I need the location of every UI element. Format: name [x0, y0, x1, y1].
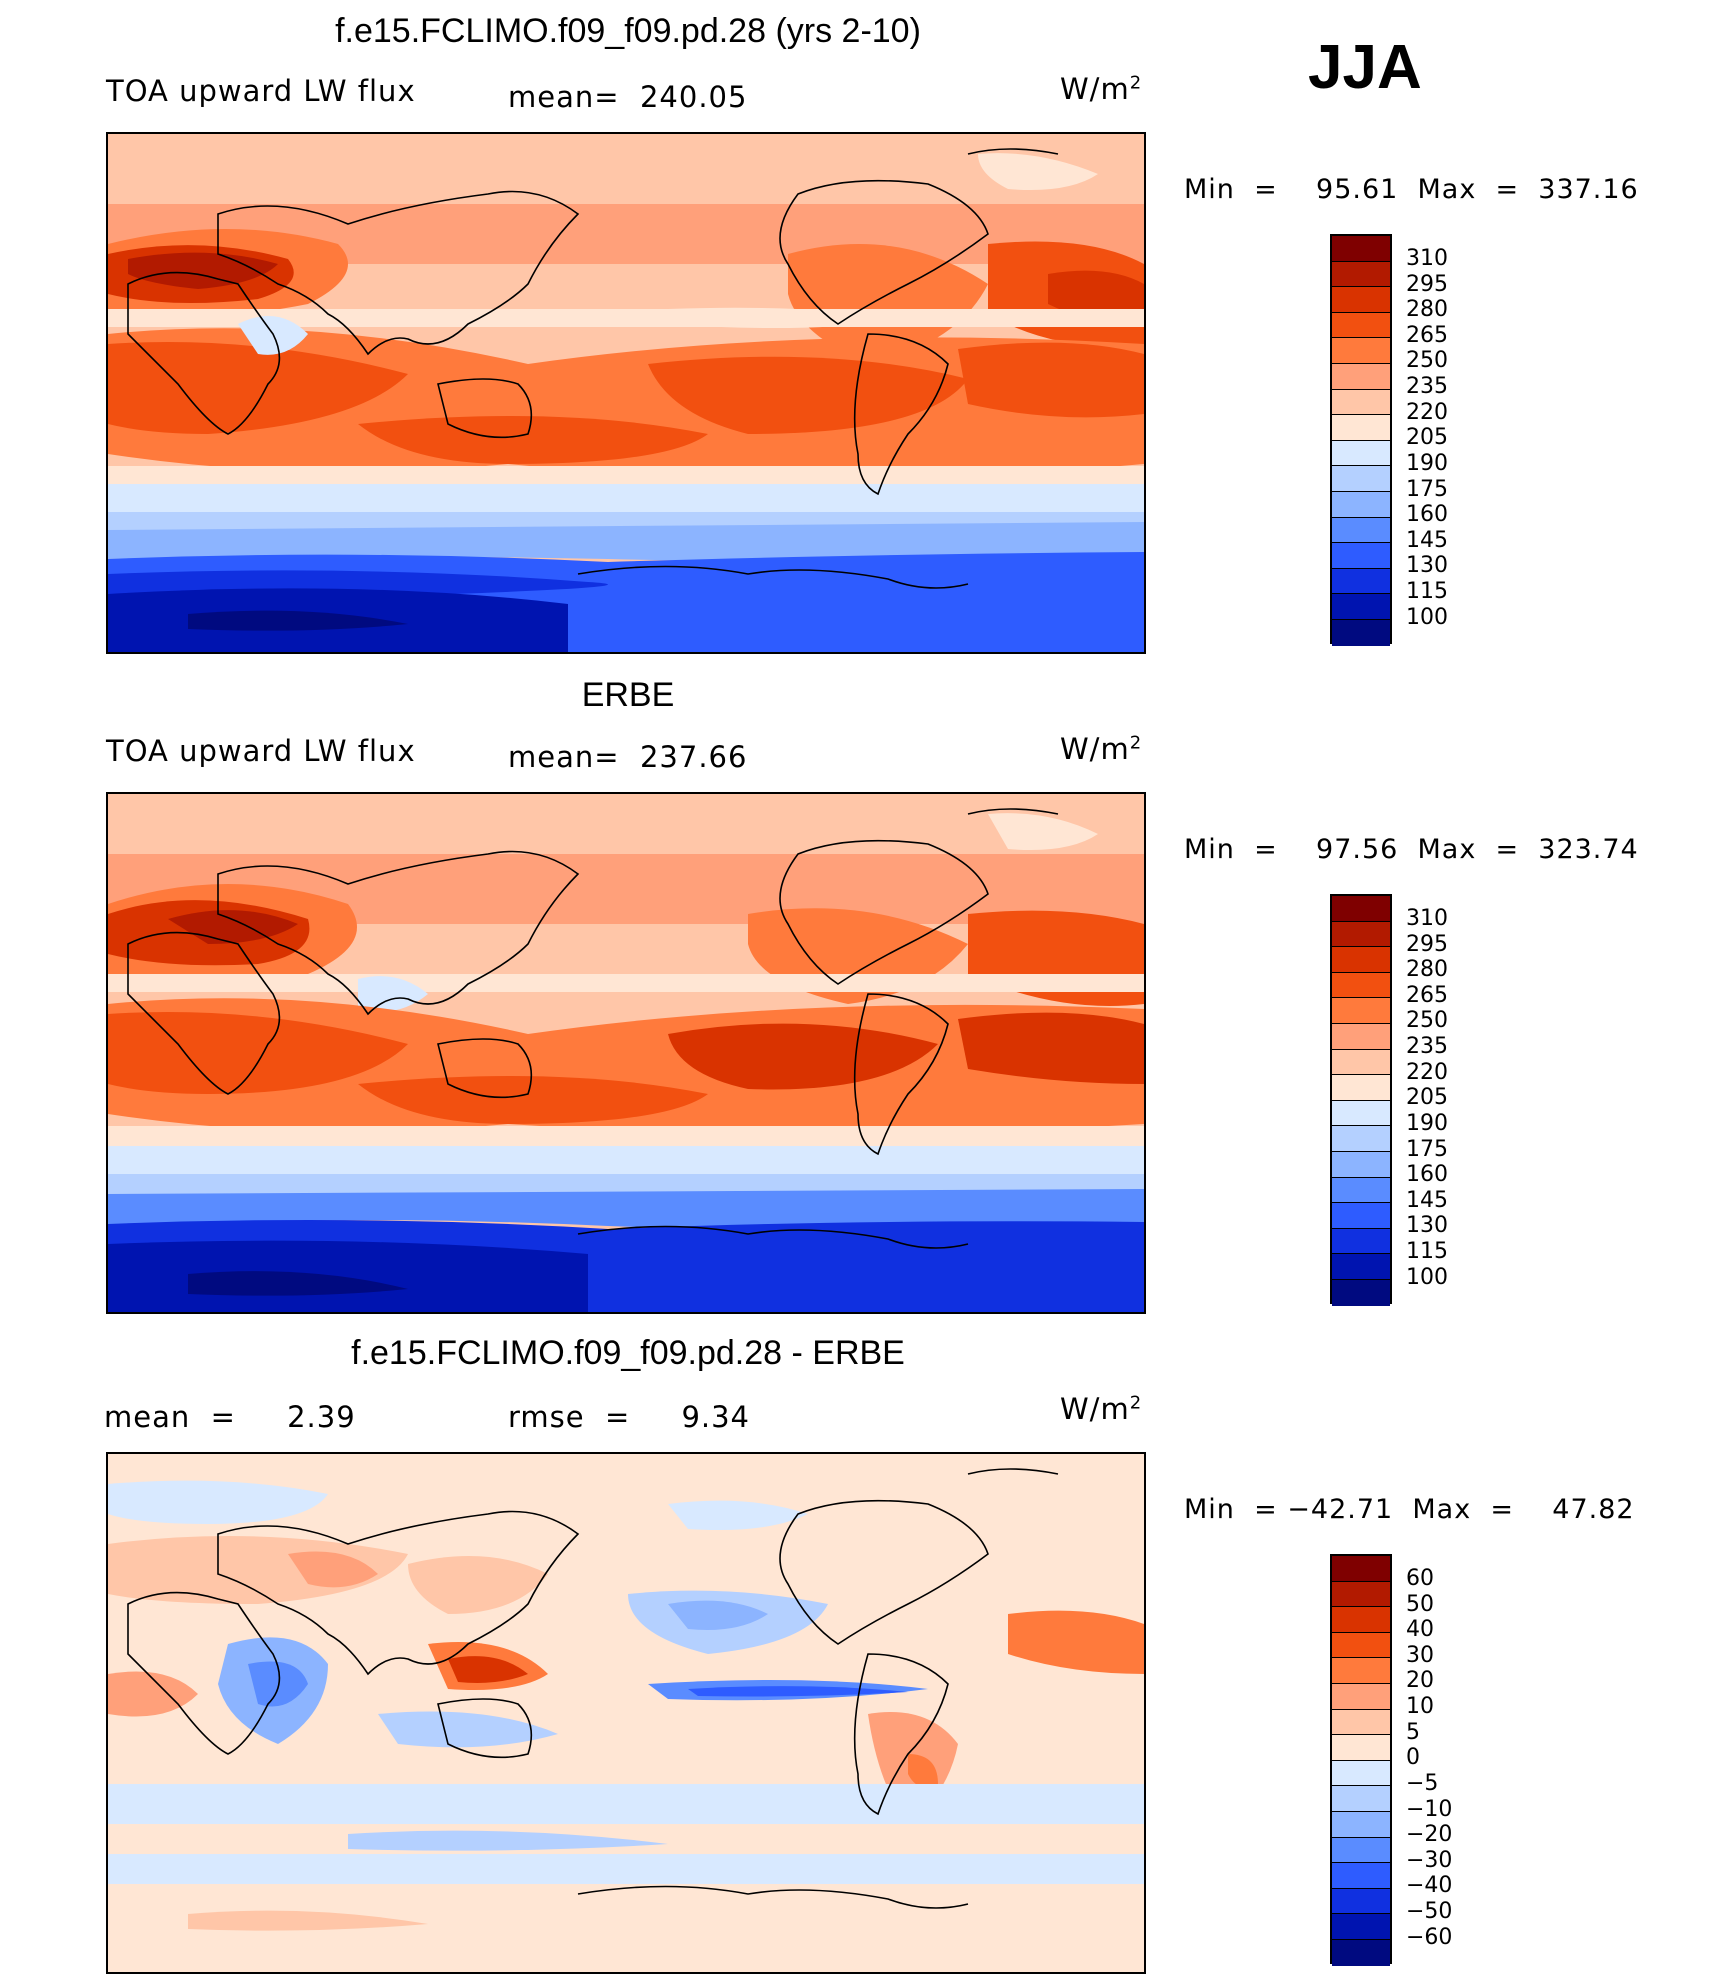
colorbar-tick-label: 130	[1406, 1213, 1448, 1238]
colorbar-tick-label: 265	[1406, 323, 1448, 348]
colorbar-tick-label: 175	[1406, 477, 1448, 502]
panel3-units: W/m2	[1060, 1392, 1143, 1426]
colorbar-tick-label: 235	[1406, 374, 1448, 399]
colorbar-tick-label: 145	[1406, 1188, 1448, 1213]
colorbar-tick-label: 205	[1406, 1085, 1448, 1110]
panel2-map	[106, 792, 1146, 1314]
colorbar-tick-label: −10	[1406, 1797, 1453, 1822]
season-label: JJA	[1308, 33, 1422, 102]
panel3-title: f.e15.FCLIMO.f09_f09.pd.28 - ERBE	[351, 1334, 905, 1372]
colorbar-tick-label: 30	[1406, 1643, 1434, 1668]
colorbar-tick-label: −20	[1406, 1822, 1453, 1847]
panel1-map	[106, 132, 1146, 654]
colorbar-tick-label: 20	[1406, 1668, 1434, 1693]
colorbar-tick-label: 190	[1406, 451, 1448, 476]
colorbar-tick-label: 265	[1406, 983, 1448, 1008]
panel1-colorbar-labels: 310 295 280 265 250 235 220 205 190 175 …	[1406, 234, 1486, 644]
panel3-minmax: Min = −42.71 Max = 47.82	[1184, 1494, 1635, 1525]
colorbar-tick-label: 250	[1406, 348, 1448, 373]
colorbar-tick-label: 295	[1406, 272, 1448, 297]
colorbar-tick-label: 280	[1406, 957, 1448, 982]
colorbar-tick-label: 190	[1406, 1111, 1448, 1136]
colorbar-tick-label: 220	[1406, 400, 1448, 425]
panel1-map-field	[108, 134, 1144, 652]
panel2-mean-label: mean= 237.66	[508, 740, 748, 774]
colorbar-tick-label: 115	[1406, 1239, 1448, 1264]
panel1-units: W/m2	[1060, 72, 1143, 106]
colorbar-tick-label: 100	[1406, 1265, 1448, 1290]
colorbar-tick-label: 220	[1406, 1060, 1448, 1085]
panel1-minmax: Min = 95.61 Max = 337.16	[1184, 174, 1639, 205]
panel1-field-label: TOA upward LW flux	[106, 74, 416, 108]
colorbar-tick-label: 115	[1406, 579, 1448, 604]
colorbar-tick-label: 235	[1406, 1034, 1448, 1059]
colorbar-tick-label: −5	[1406, 1771, 1439, 1796]
colorbar-tick-label: 60	[1406, 1566, 1434, 1591]
colorbar-tick-label: 295	[1406, 932, 1448, 957]
colorbar-tick-label: 310	[1406, 906, 1448, 931]
panel1-title: f.e15.FCLIMO.f09_f09.pd.28 (yrs 2-10)	[335, 12, 921, 50]
panel3-map-field	[108, 1454, 1144, 1972]
panel1-coastlines	[127, 148, 1059, 589]
panel1-colorbar	[1330, 234, 1392, 646]
panel2-colorbar-labels: 310 295 280 265 250 235 220 205 190 175 …	[1406, 894, 1486, 1304]
panel3-mean-label: mean = 2.39	[104, 1400, 356, 1434]
colorbar-tick-label: 5	[1406, 1720, 1420, 1745]
panel2-colorbar	[1330, 894, 1392, 1306]
colorbar-tick-label: 280	[1406, 297, 1448, 322]
colorbar-tick-label: 0	[1406, 1745, 1420, 1770]
colorbar-tick-label: −30	[1406, 1848, 1453, 1873]
panel3-colorbar	[1330, 1554, 1392, 1966]
colorbar-tick-label: 250	[1406, 1008, 1448, 1033]
panel2-title: ERBE	[581, 676, 675, 714]
panel2-units: W/m2	[1060, 732, 1143, 766]
panel2-field-label: TOA upward LW flux	[106, 734, 416, 768]
colorbar-tick-label: 40	[1406, 1617, 1434, 1642]
colorbar-tick-label: 205	[1406, 425, 1448, 450]
colorbar-tick-label: 175	[1406, 1137, 1448, 1162]
panel1-mean-label: mean= 240.05	[508, 80, 748, 114]
colorbar-tick-label: 160	[1406, 1162, 1448, 1187]
colorbar-tick-label: 100	[1406, 605, 1448, 630]
colorbar-tick-label: −50	[1406, 1899, 1453, 1924]
panel3-colorbar-labels: 60 50 40 30 20 10 5 0 −5 −10 −20 −30 −40…	[1406, 1554, 1486, 1964]
panel2-minmax: Min = 97.56 Max = 323.74	[1184, 834, 1639, 865]
panel2-coastlines	[127, 808, 1059, 1249]
panel3-rmse-label: rmse = 9.34	[508, 1400, 751, 1434]
colorbar-tick-label: 160	[1406, 502, 1448, 527]
panel3-map	[106, 1452, 1146, 1974]
colorbar-tick-label: −40	[1406, 1873, 1453, 1898]
colorbar-tick-label: 10	[1406, 1694, 1434, 1719]
colorbar-tick-label: 145	[1406, 528, 1448, 553]
panel3-coastlines	[127, 1468, 1059, 1909]
panel2-map-field	[108, 794, 1144, 1312]
colorbar-tick-label: 130	[1406, 553, 1448, 578]
colorbar-tick-label: 310	[1406, 246, 1448, 271]
colorbar-tick-label: 50	[1406, 1592, 1434, 1617]
colorbar-tick-label: −60	[1406, 1925, 1453, 1950]
